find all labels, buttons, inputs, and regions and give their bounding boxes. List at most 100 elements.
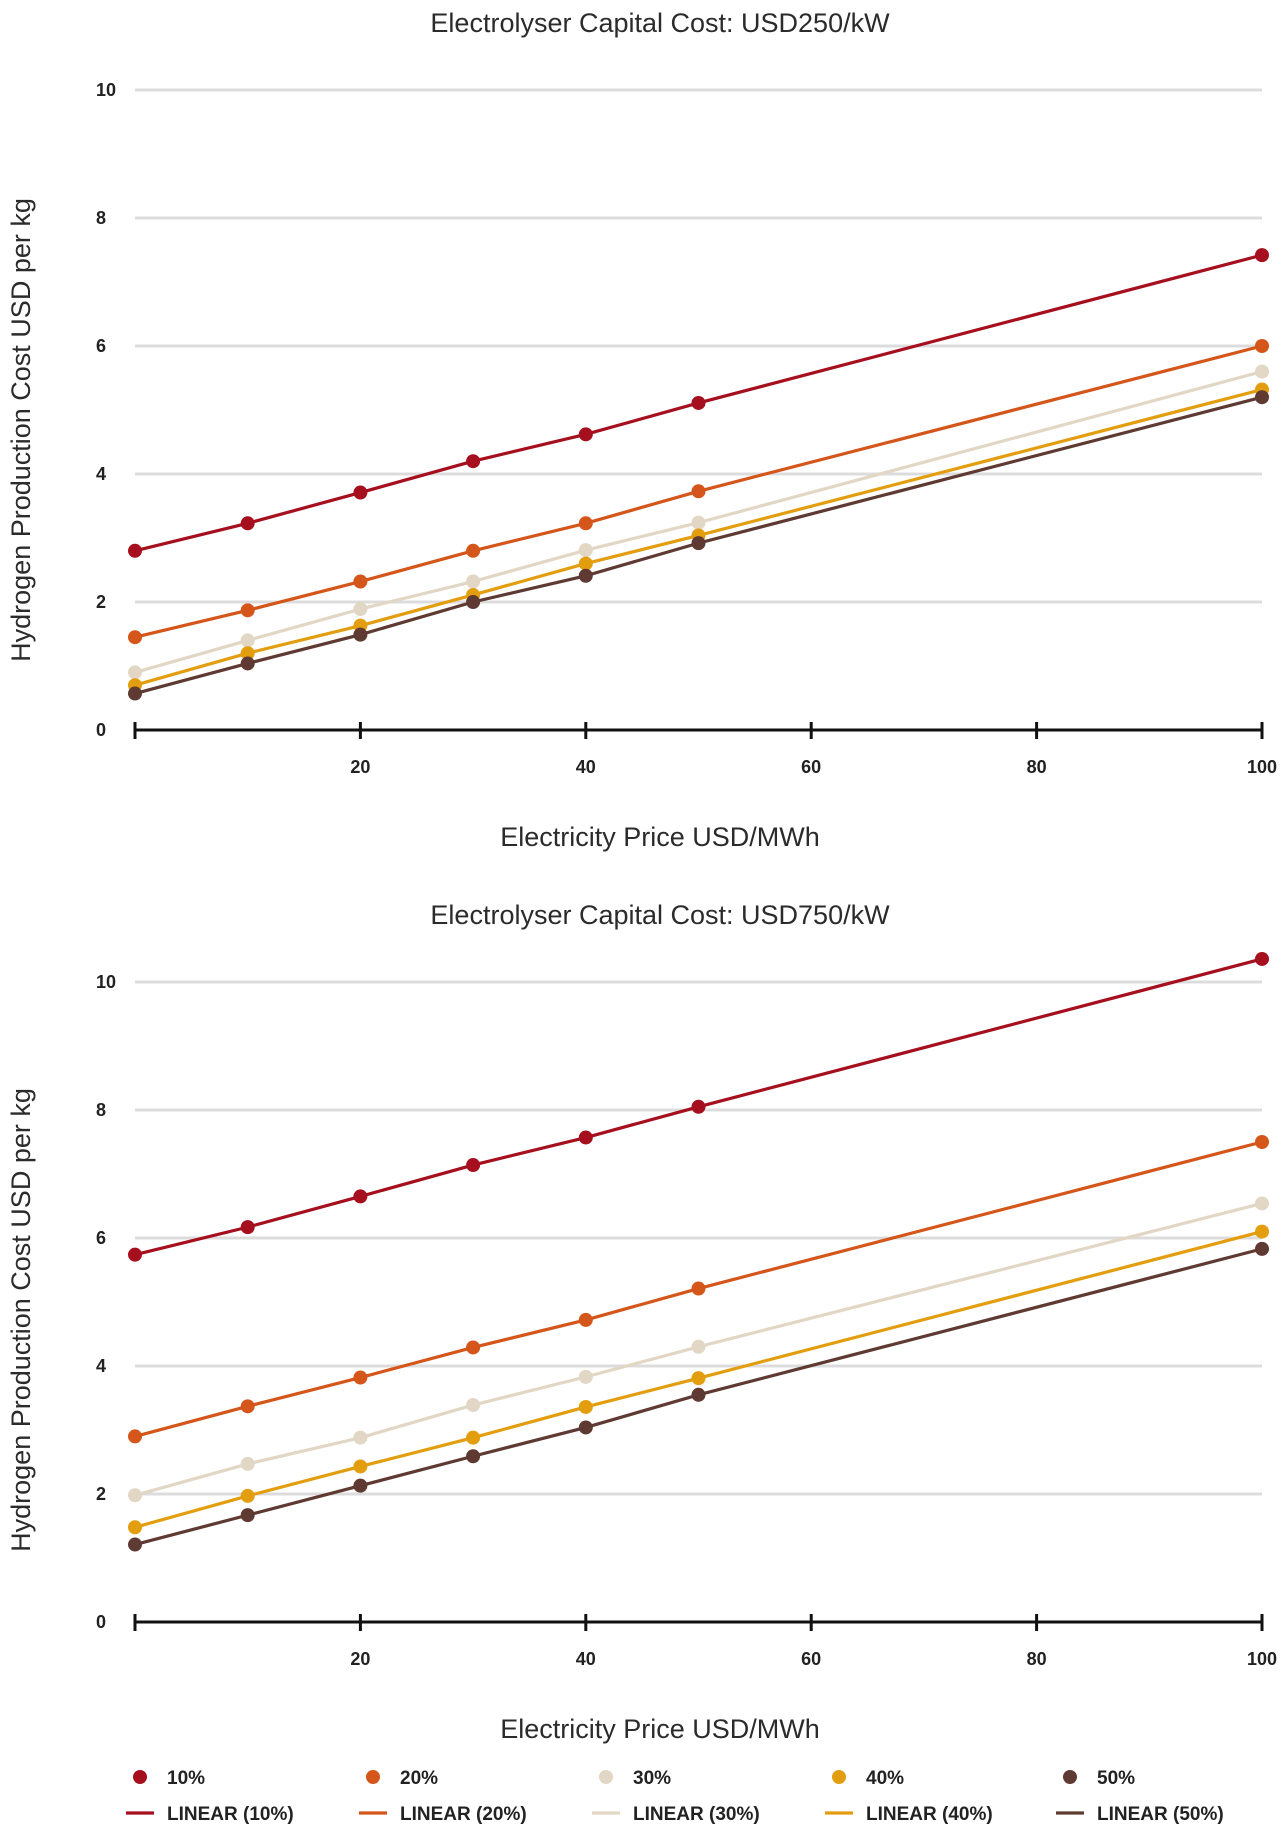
data-point <box>466 454 481 469</box>
legend-label: LINEAR (30%) <box>633 1804 760 1825</box>
x-axis-title: Electricity Price USD/MWh <box>500 1714 820 1744</box>
data-point <box>353 1459 368 1474</box>
legend-label: LINEAR (50%) <box>1097 1804 1224 1825</box>
legend-label: 20% <box>400 1768 438 1789</box>
data-point <box>578 1420 593 1435</box>
data-point <box>240 603 255 618</box>
legend-label: 30% <box>633 1768 671 1789</box>
data-point <box>240 656 255 671</box>
data-point <box>1255 390 1269 405</box>
data-point <box>353 602 368 617</box>
data-point <box>353 1370 368 1385</box>
data-point <box>240 516 255 531</box>
data-point <box>691 536 706 551</box>
data-point <box>128 630 142 645</box>
data-point <box>1255 1135 1269 1149</box>
y-tick-label: 6 <box>96 1228 106 1248</box>
legend-marker <box>366 1770 380 1784</box>
y-tick-label: 2 <box>96 592 106 612</box>
data-point <box>353 574 368 589</box>
data-point <box>466 1430 481 1445</box>
data-point <box>353 627 368 642</box>
data-point <box>128 543 142 558</box>
series <box>128 951 1269 1552</box>
data-point <box>240 633 255 648</box>
data-point <box>691 515 706 530</box>
series <box>128 248 1269 701</box>
grid <box>135 980 1262 1496</box>
data-point <box>691 395 706 410</box>
data-point <box>128 686 142 701</box>
x-tick-label: 80 <box>1027 1649 1047 1669</box>
legend-marker <box>832 1770 846 1784</box>
data-point <box>240 1220 255 1235</box>
data-point <box>240 646 255 661</box>
data-point <box>128 1429 142 1444</box>
chart-top: Electrolyser Capital Cost: USD250/kW 2 0 4… <box>6 8 1277 852</box>
data-point <box>1255 248 1269 263</box>
grid <box>135 88 1262 604</box>
data-point <box>128 1537 142 1552</box>
legend-label: 50% <box>1097 1768 1135 1789</box>
data-point <box>466 1398 481 1413</box>
data-point <box>578 543 593 558</box>
x-axis-title: Electricity Price USD/MWh <box>500 822 820 852</box>
data-point <box>240 1399 255 1414</box>
y-tick-label: 8 <box>96 1100 106 1120</box>
data-point <box>578 1312 593 1327</box>
y-axis-title: Hydrogen Production Cost USD per kg <box>6 1088 36 1552</box>
data-point <box>578 1399 593 1414</box>
x-axis: 20 40 60 80 100 <box>133 722 1277 777</box>
legend-label: 40% <box>866 1768 904 1789</box>
x-tick-label: 40 <box>576 1649 596 1669</box>
legend-label: LINEAR (10%) <box>167 1804 294 1825</box>
x-tick-label: 60 <box>801 1649 821 1669</box>
legend-marker <box>599 1770 613 1784</box>
data-point <box>691 1099 706 1114</box>
data-point <box>353 1189 368 1204</box>
data-point <box>1255 339 1269 353</box>
chart-title: Electrolyser Capital Cost: USD750/kW <box>430 900 890 930</box>
data-point <box>128 1488 142 1503</box>
y-tick-label: 4 <box>96 1356 106 1376</box>
y-tick-label: 10 <box>96 80 116 100</box>
data-point <box>1255 1241 1269 1256</box>
data-point <box>353 1478 368 1493</box>
data-point <box>578 516 593 531</box>
y-tick-label: 0 <box>96 1612 106 1632</box>
x-tick-label: 80 <box>1027 757 1047 777</box>
data-point <box>691 484 706 499</box>
x-tick-label: 20 <box>350 1649 370 1669</box>
legend-marker <box>1063 1770 1077 1784</box>
y-axis: 0 2 4 6 8 10 <box>96 80 116 740</box>
y-axis-title: Hydrogen Production Cost USD per kg <box>6 198 36 662</box>
x-tick-label: 60 <box>801 757 821 777</box>
data-point <box>466 1340 481 1355</box>
chart-bottom: Electrolyser Capital Cost: USD750/kW 20 4… <box>6 900 1277 1744</box>
data-point <box>691 1371 706 1386</box>
data-point <box>578 1130 593 1145</box>
legend-marker <box>133 1770 147 1784</box>
y-tick-label: 6 <box>96 336 106 356</box>
data-point <box>1255 1224 1269 1239</box>
data-point <box>128 665 142 680</box>
y-tick-label: 0 <box>96 720 106 740</box>
data-point <box>466 574 481 589</box>
data-point <box>578 568 593 583</box>
data-point <box>240 1508 255 1523</box>
legend: 10% 20% 30% 40% 50% LINEAR (10%) LINEAR (20%) L… <box>126 1768 1224 1825</box>
data-point <box>240 1456 255 1471</box>
data-point <box>1255 951 1269 966</box>
chart-title: Electrolyser Capital Cost: USD250/kW <box>430 8 890 38</box>
legend-label: LINEAR (40%) <box>866 1804 993 1825</box>
data-point <box>691 1387 706 1402</box>
data-point <box>466 1158 481 1173</box>
data-point <box>240 1488 255 1503</box>
y-axis: 0 2 4 6 8 10 <box>96 972 116 1632</box>
y-tick-label: 2 <box>96 1484 106 1504</box>
data-point <box>578 556 593 571</box>
x-tick-label: 40 <box>576 757 596 777</box>
y-tick-label: 4 <box>96 464 106 484</box>
data-point <box>466 1449 481 1464</box>
data-point <box>1255 1196 1269 1211</box>
